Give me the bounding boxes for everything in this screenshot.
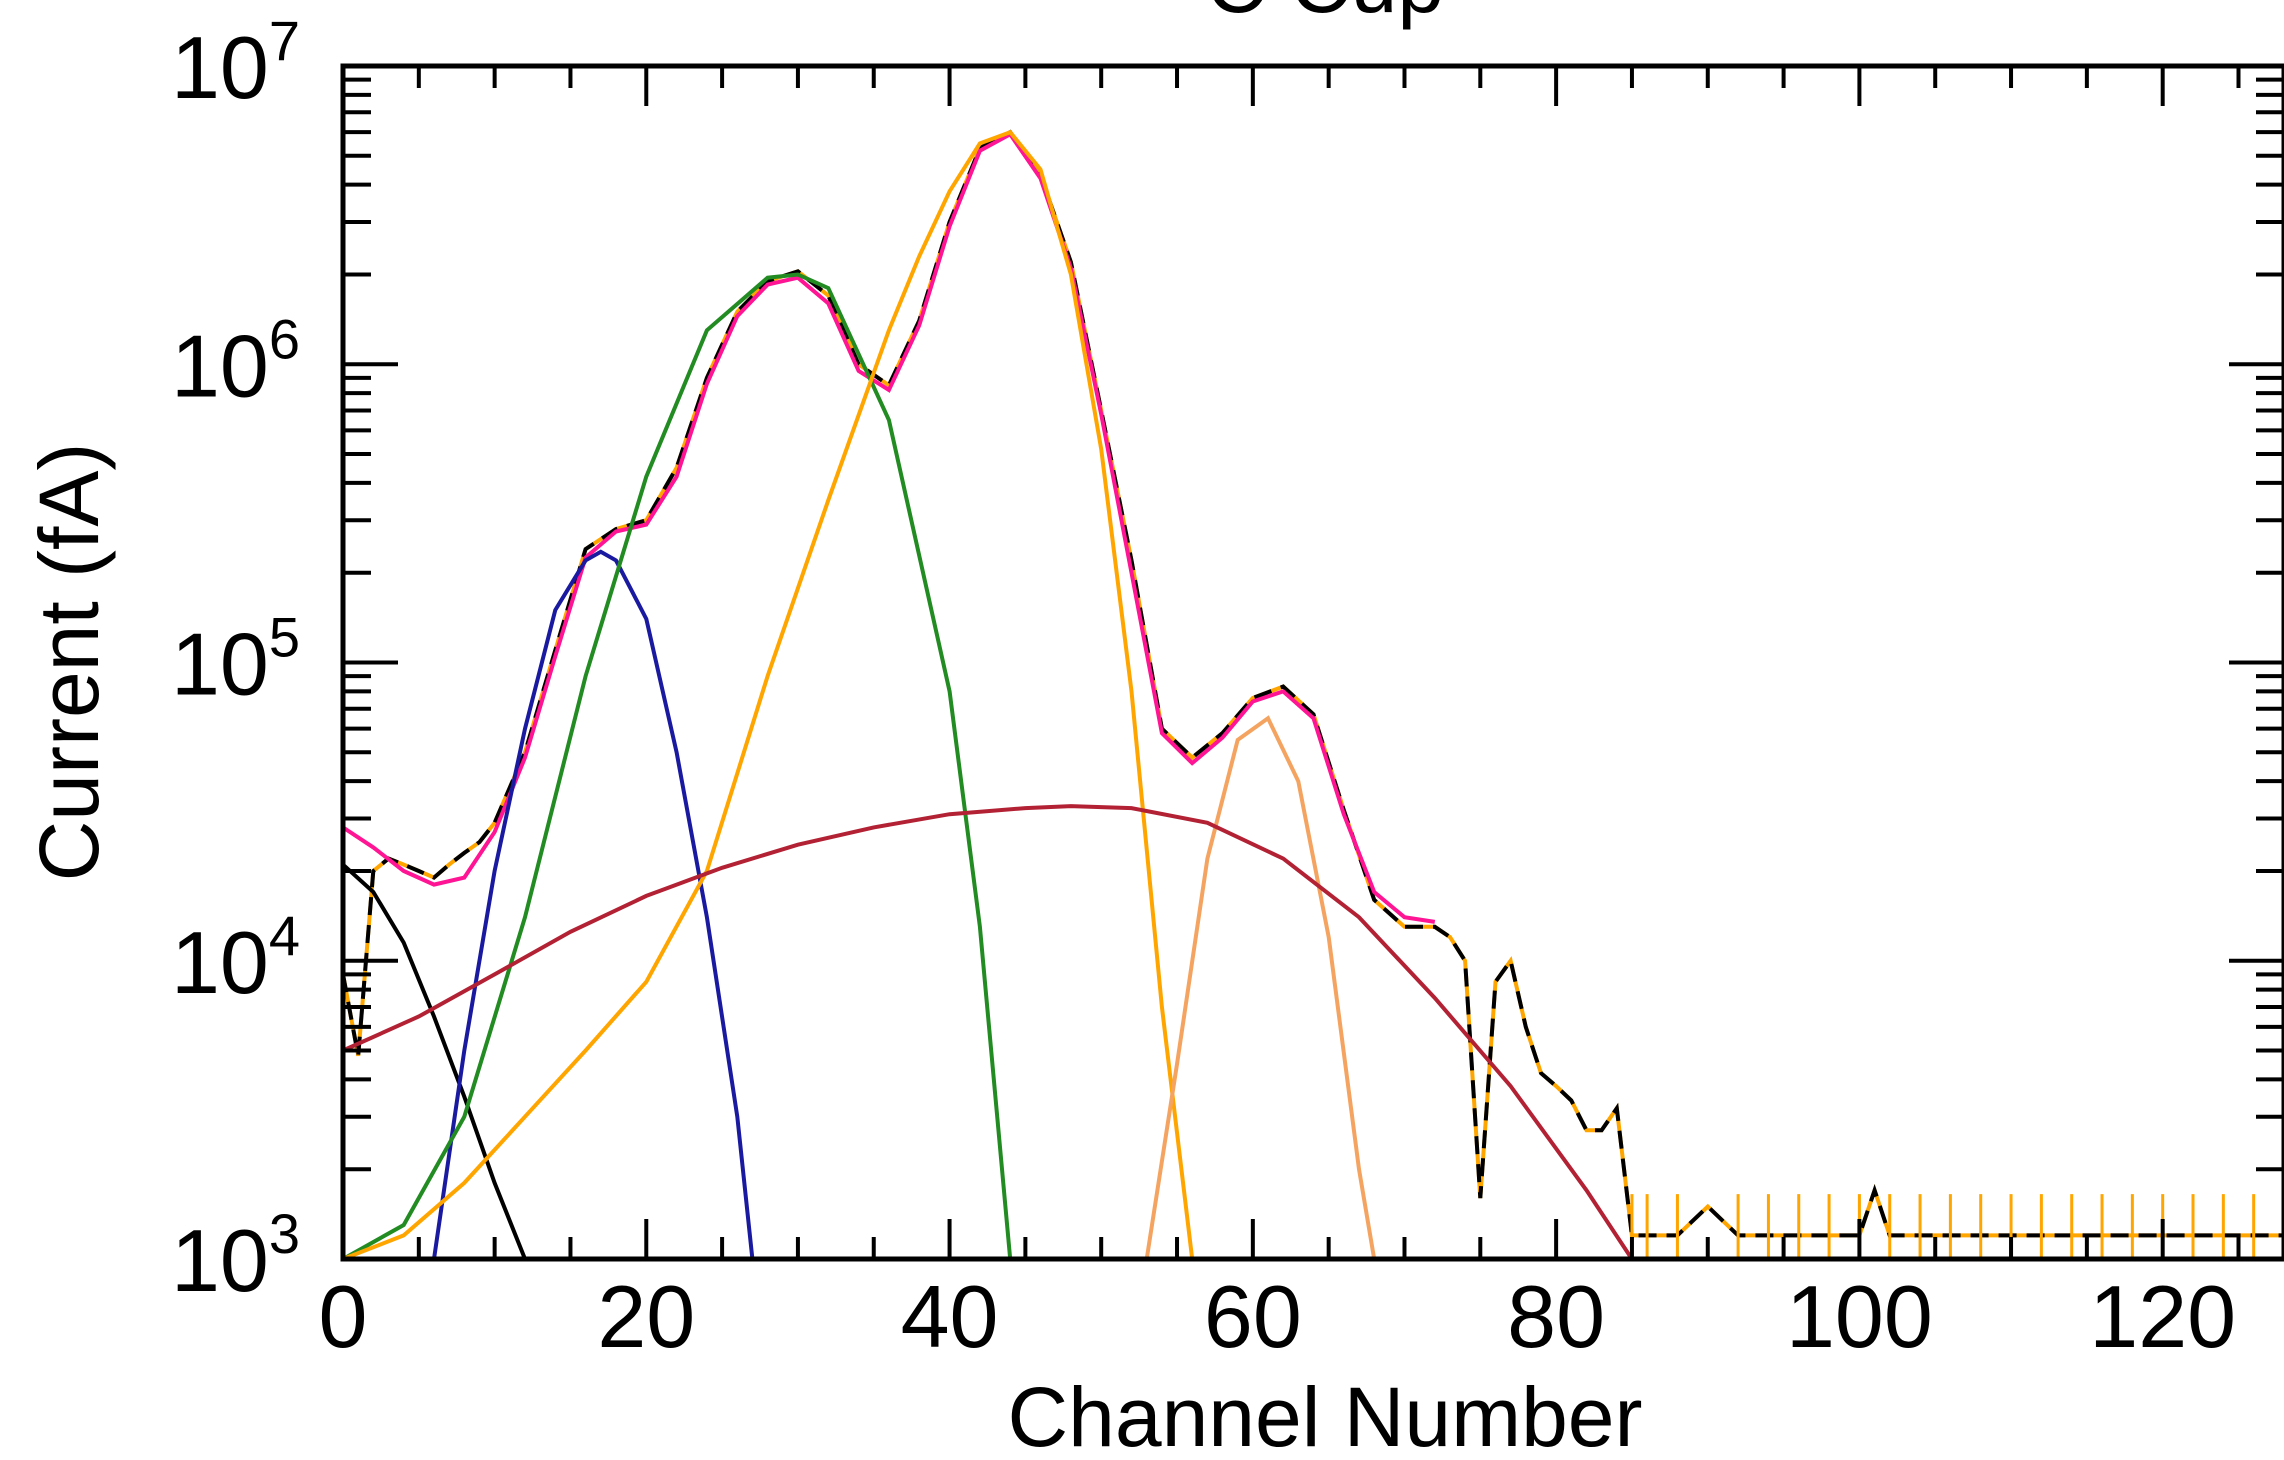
x-tick-label: 40 — [901, 1267, 999, 1366]
x-tick-label: 20 — [597, 1267, 695, 1366]
y-tick-label: 104 — [171, 904, 300, 1012]
y-tick-label: 103 — [171, 1202, 300, 1310]
plot-frame — [340, 63, 2284, 1262]
y-tick-labels: 103 104 105 106 107 — [171, 9, 300, 1310]
series-6-line — [1144, 715, 1377, 1259]
series-0-underlay — [343, 129, 2284, 1238]
x-tick-label: 80 — [1507, 1267, 1605, 1366]
x-tick-labels: 0 20 40 60 80 100 120 — [319, 1267, 2237, 1366]
y-axis-label: Current (fA) — [22, 443, 116, 882]
series-layer — [343, 129, 2284, 1259]
series-7-line — [343, 804, 1634, 1259]
series-0-line — [343, 129, 2284, 1238]
y-tick-label: 106 — [171, 307, 300, 415]
x-tick-label: 60 — [1204, 1267, 1302, 1366]
series-5-line — [343, 129, 1195, 1259]
y-tick-label: 105 — [171, 606, 300, 714]
series-1-line — [343, 131, 1436, 924]
chart-title: C Cup — [1206, 0, 1444, 30]
series-3-line — [432, 549, 755, 1259]
x-axis-label: Channel Number — [1007, 1370, 1642, 1460]
x-tick-label: 100 — [1786, 1267, 1933, 1366]
x-tick-label: 0 — [319, 1267, 368, 1366]
series-4-line — [343, 272, 1013, 1259]
tick-layer — [341, 64, 2284, 1261]
x-tick-label: 120 — [2089, 1267, 2236, 1366]
y-tick-label: 107 — [171, 9, 300, 117]
series-2-line — [343, 863, 527, 1259]
